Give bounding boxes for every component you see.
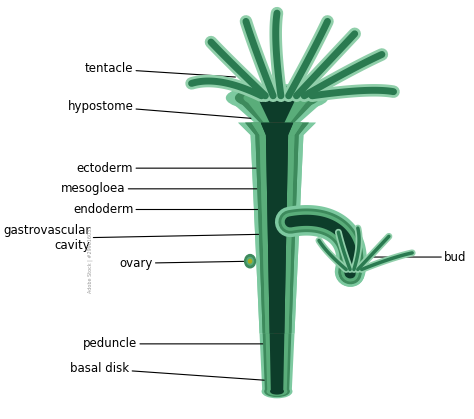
Ellipse shape xyxy=(339,264,361,284)
Text: peduncle: peduncle xyxy=(83,337,274,350)
Polygon shape xyxy=(272,135,282,334)
Polygon shape xyxy=(260,135,294,334)
Ellipse shape xyxy=(245,255,255,268)
Polygon shape xyxy=(270,334,284,391)
Text: ovary: ovary xyxy=(119,257,251,270)
Polygon shape xyxy=(270,123,284,135)
Text: mesogloea: mesogloea xyxy=(61,182,259,195)
Polygon shape xyxy=(255,135,299,334)
Ellipse shape xyxy=(342,266,358,281)
Polygon shape xyxy=(266,135,288,334)
Polygon shape xyxy=(266,135,288,334)
Polygon shape xyxy=(238,123,316,135)
Polygon shape xyxy=(245,123,309,135)
Text: gastrovascular
cavity: gastrovascular cavity xyxy=(3,225,259,252)
Ellipse shape xyxy=(258,92,296,104)
Text: basal disk: basal disk xyxy=(70,362,274,381)
Text: ectoderm: ectoderm xyxy=(77,162,259,175)
Polygon shape xyxy=(265,334,289,391)
Polygon shape xyxy=(272,135,282,334)
Polygon shape xyxy=(255,135,299,334)
Polygon shape xyxy=(258,98,296,123)
Text: Adobe Stock | #299616033: Adobe Stock | #299616033 xyxy=(87,225,92,293)
Polygon shape xyxy=(260,135,294,334)
Ellipse shape xyxy=(267,388,287,395)
Ellipse shape xyxy=(247,257,253,265)
Polygon shape xyxy=(274,334,280,391)
Polygon shape xyxy=(251,135,303,334)
Ellipse shape xyxy=(271,389,283,394)
Text: tentacle: tentacle xyxy=(85,62,236,77)
Polygon shape xyxy=(270,123,284,135)
Polygon shape xyxy=(238,123,316,135)
Ellipse shape xyxy=(337,261,364,286)
Polygon shape xyxy=(251,135,303,334)
Ellipse shape xyxy=(345,269,355,278)
Polygon shape xyxy=(227,98,328,123)
Polygon shape xyxy=(261,123,293,135)
Polygon shape xyxy=(260,334,294,391)
Ellipse shape xyxy=(248,259,252,263)
Text: endoderm: endoderm xyxy=(73,203,259,216)
Polygon shape xyxy=(251,123,303,135)
Ellipse shape xyxy=(236,87,319,109)
Ellipse shape xyxy=(227,85,328,111)
Polygon shape xyxy=(251,123,303,135)
Ellipse shape xyxy=(244,89,310,106)
Polygon shape xyxy=(261,123,293,135)
Polygon shape xyxy=(236,98,319,123)
Text: bud: bud xyxy=(365,251,466,264)
Polygon shape xyxy=(244,98,310,123)
Polygon shape xyxy=(263,334,292,391)
Polygon shape xyxy=(245,123,309,135)
Ellipse shape xyxy=(265,386,289,396)
Text: hypostome: hypostome xyxy=(67,100,251,118)
Polygon shape xyxy=(272,98,282,123)
Ellipse shape xyxy=(262,385,292,398)
